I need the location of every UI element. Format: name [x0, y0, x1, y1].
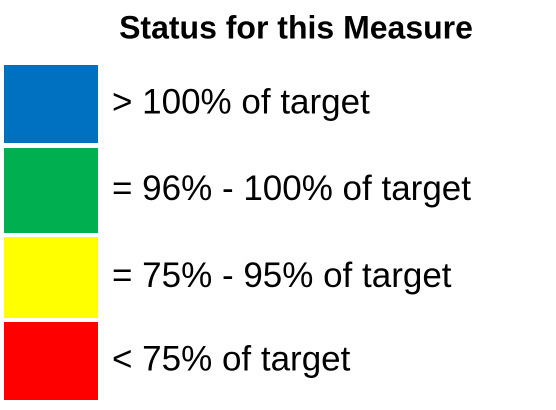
status-swatch	[4, 148, 98, 233]
status-swatch	[4, 65, 98, 143]
status-label: = 96% - 100% of target	[112, 169, 471, 208]
status-swatch	[4, 322, 98, 400]
status-label: < 75% of target	[112, 339, 351, 378]
status-label: = 75% - 95% of target	[112, 256, 452, 295]
status-label: > 100% of target	[112, 82, 370, 121]
status-swatch	[4, 237, 98, 318]
legend-title: Status for this Measure	[119, 9, 473, 45]
